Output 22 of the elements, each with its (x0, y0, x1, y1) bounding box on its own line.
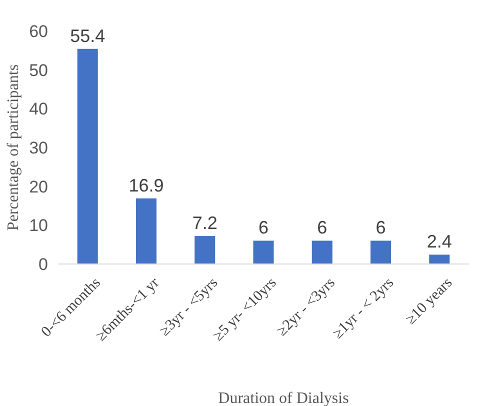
data-label: 6 (317, 218, 328, 238)
bar (312, 240, 332, 264)
y-tick-label: 0 (38, 254, 48, 274)
data-label: 6 (258, 218, 269, 238)
y-tick-label: 10 (29, 216, 48, 236)
bar (253, 240, 274, 264)
bar (194, 236, 216, 264)
y-tick-label: 50 (29, 60, 48, 80)
data-label: 2.4 (426, 232, 452, 252)
y-tick-label: 40 (29, 100, 48, 119)
y-tick-label: 60 (29, 22, 48, 41)
y-tick-label: 30 (29, 138, 48, 158)
bar (136, 198, 156, 264)
bar (370, 240, 392, 264)
data-label: 6 (376, 218, 386, 238)
bar (77, 48, 98, 264)
bar (429, 254, 450, 264)
data-label: 55.4 (70, 26, 106, 46)
y-axis-title: Percentage of participants (5, 64, 22, 231)
data-label: 16.9 (128, 175, 164, 196)
data-label: 7.2 (192, 213, 218, 234)
y-tick-label: 20 (29, 177, 48, 196)
